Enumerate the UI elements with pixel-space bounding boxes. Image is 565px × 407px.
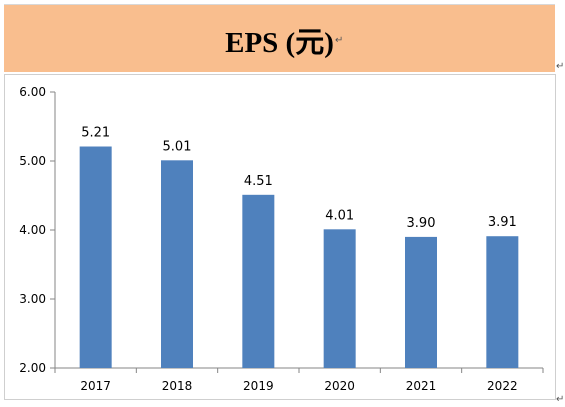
bar	[486, 236, 519, 368]
x-tick-label: 2022	[487, 379, 518, 393]
y-tick-label: 6.00	[19, 85, 46, 99]
bar	[242, 194, 275, 368]
paragraph-mark-icon: ↵	[335, 35, 344, 46]
data-label: 5.01	[163, 139, 192, 154]
data-label: 5.21	[81, 126, 110, 141]
x-tick-label: 2017	[80, 379, 111, 393]
paragraph-mark-icon: ↵	[556, 61, 565, 72]
x-tick-label: 2020	[324, 379, 355, 393]
y-tick-label: 5.00	[19, 154, 46, 168]
paragraph-mark-icon: ↵	[556, 394, 565, 405]
y-tick-label: 2.00	[19, 361, 46, 375]
bar	[405, 236, 437, 368]
data-label: 4.51	[244, 174, 273, 189]
y-tick-label: 4.00	[19, 223, 46, 237]
title-banner: EPS (元)	[4, 4, 555, 72]
bar	[161, 160, 193, 368]
x-tick-label: 2021	[406, 379, 437, 393]
data-label: 4.01	[325, 208, 354, 223]
page-title: EPS (元)	[225, 27, 334, 59]
data-label: 3.90	[407, 216, 436, 231]
x-tick-label: 2018	[162, 379, 193, 393]
y-tick-label: 3.00	[19, 292, 46, 306]
x-tick-label: 2019	[243, 379, 274, 393]
data-label: 3.91	[488, 215, 517, 230]
bar	[79, 146, 112, 368]
bar	[323, 229, 356, 368]
